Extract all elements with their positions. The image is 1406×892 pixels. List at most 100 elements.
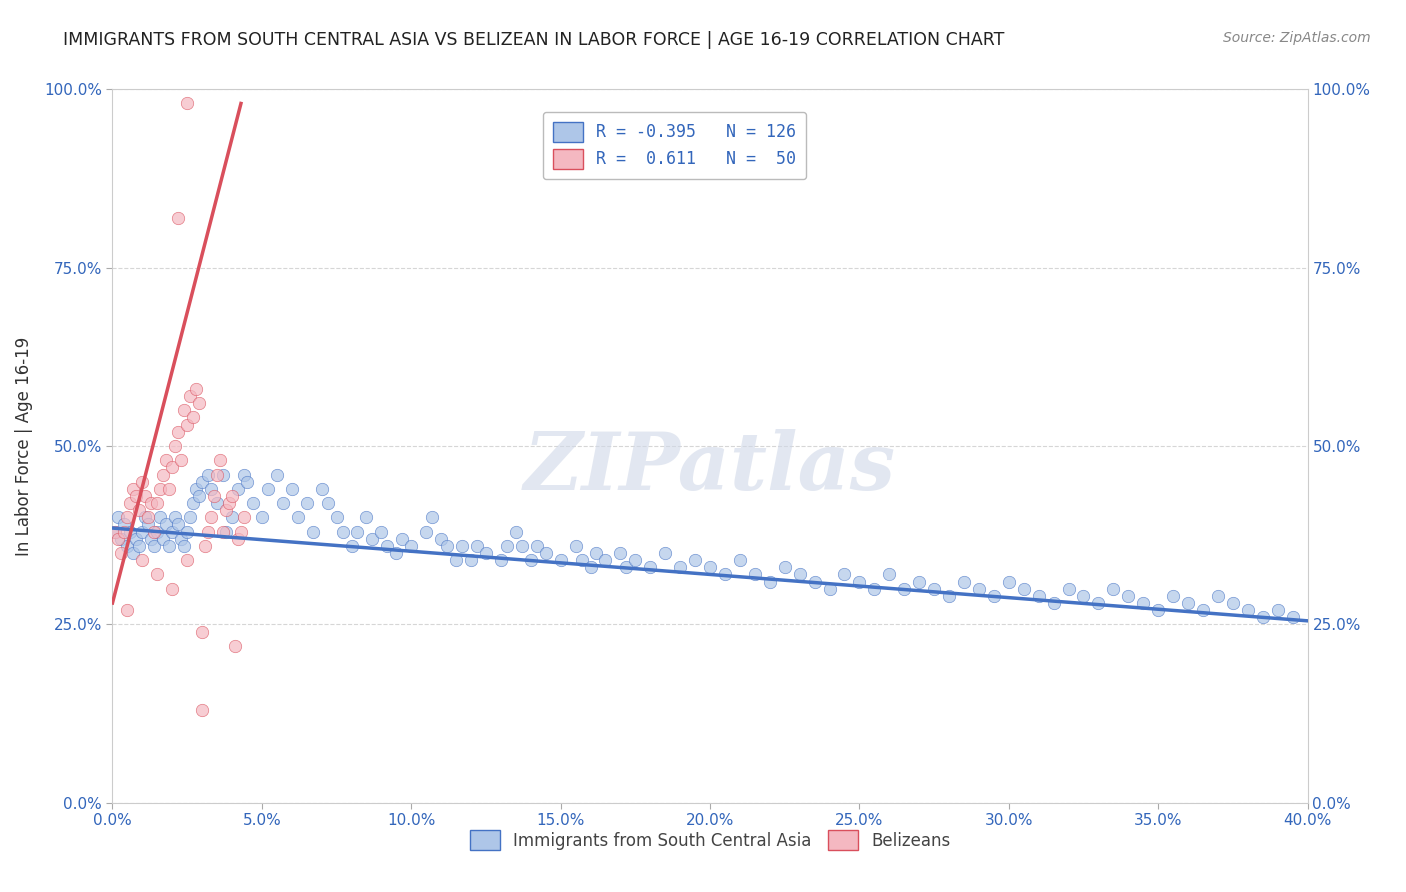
Point [167, 211, 190, 225]
Point [1237, 603, 1260, 617]
Point [107, 510, 129, 524]
Point [1028, 589, 1050, 603]
Legend: Immigrants from South Central Asia, Belizeans: Immigrants from South Central Asia, Beli… [461, 822, 959, 859]
Point [104, 524, 127, 539]
Point [146, 567, 169, 582]
Point [165, 510, 187, 524]
Point [361, 532, 384, 546]
Point [444, 553, 467, 567]
Point [654, 546, 676, 560]
Point [128, 503, 150, 517]
Point [609, 546, 631, 560]
Point [179, 389, 201, 403]
Point [110, 532, 132, 546]
Point [176, 96, 198, 111]
Point [1118, 589, 1140, 603]
Point [131, 524, 153, 539]
Point [125, 489, 148, 503]
Point [122, 546, 145, 560]
Point [1267, 603, 1289, 617]
Point [229, 524, 252, 539]
Point [149, 510, 172, 524]
Point [744, 567, 766, 582]
Point [167, 517, 190, 532]
Point [157, 539, 180, 553]
Point [170, 453, 193, 467]
Point [789, 567, 811, 582]
Point [197, 524, 219, 539]
Point [893, 582, 915, 596]
Point [138, 517, 160, 532]
Point [967, 582, 990, 596]
Point [1057, 582, 1080, 596]
Point [669, 560, 692, 574]
Point [1073, 589, 1095, 603]
Y-axis label: In Labor Force | Age 16-19: In Labor Force | Age 16-19 [15, 336, 32, 556]
Point [173, 403, 195, 417]
Point [391, 532, 413, 546]
Point [191, 703, 214, 717]
Point [117, 603, 139, 617]
Point [520, 553, 543, 567]
Point [250, 510, 273, 524]
Point [460, 553, 482, 567]
Point [257, 482, 280, 496]
Point [496, 539, 519, 553]
Point [714, 567, 737, 582]
Point [266, 467, 288, 482]
Point [186, 482, 208, 496]
Point [170, 532, 193, 546]
Point [226, 532, 249, 546]
Point [415, 524, 437, 539]
Point [385, 546, 408, 560]
Point [212, 524, 235, 539]
Point [114, 517, 135, 532]
Point [332, 524, 354, 539]
Point [120, 496, 142, 510]
Point [202, 489, 225, 503]
Point [1177, 596, 1199, 610]
Point [271, 496, 294, 510]
Point [242, 496, 264, 510]
Point [908, 574, 931, 589]
Point [146, 496, 169, 510]
Point [505, 524, 527, 539]
Point [1192, 603, 1215, 617]
Text: ZIPatlas: ZIPatlas [524, 429, 896, 506]
Point [585, 546, 607, 560]
Point [550, 553, 572, 567]
Point [1206, 589, 1229, 603]
Point [863, 582, 886, 596]
Point [138, 510, 160, 524]
Point [1087, 596, 1109, 610]
Point [1102, 582, 1125, 596]
Point [595, 553, 617, 567]
Text: Source: ZipAtlas.com: Source: ZipAtlas.com [1223, 31, 1371, 45]
Point [233, 467, 256, 482]
Point [162, 524, 183, 539]
Point [571, 553, 593, 567]
Point [879, 567, 901, 582]
Point [370, 524, 392, 539]
Point [205, 496, 228, 510]
Point [155, 453, 177, 467]
Point [155, 517, 177, 532]
Point [311, 482, 333, 496]
Point [128, 539, 150, 553]
Point [191, 475, 214, 489]
Point [436, 539, 458, 553]
Point [233, 510, 256, 524]
Point [998, 574, 1021, 589]
Point [1251, 610, 1274, 624]
Point [125, 532, 148, 546]
Point [143, 524, 166, 539]
Point [114, 524, 135, 539]
Point [922, 582, 945, 596]
Point [287, 510, 309, 524]
Point [325, 510, 347, 524]
Point [152, 467, 174, 482]
Point [104, 524, 127, 539]
Point [1042, 596, 1064, 610]
Point [176, 417, 198, 432]
Point [120, 524, 142, 539]
